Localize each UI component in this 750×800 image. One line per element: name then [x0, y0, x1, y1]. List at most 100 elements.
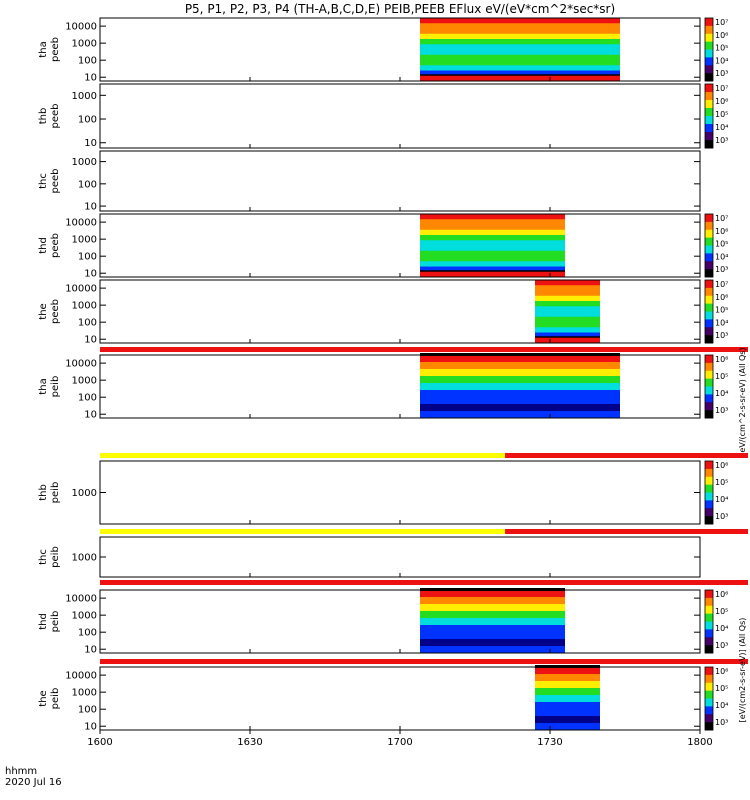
colorbar-frame	[704, 666, 714, 731]
colorbar-tick-label: 10⁷	[715, 280, 728, 289]
spectrogram-band	[420, 625, 565, 633]
y-axis-label: peeb	[50, 37, 61, 62]
y-tick-label: 1000	[72, 553, 97, 564]
colorbar-frame	[704, 354, 714, 419]
colorbar-segment	[705, 140, 713, 149]
spectrogram-band	[535, 709, 600, 717]
colorbar-tick-label: 10⁶	[715, 97, 728, 106]
colorbar-label-electron: eV/(cm^2-s-sr-eV) (All Qs)	[738, 347, 747, 452]
spectrogram-band	[420, 245, 565, 252]
spectrogram-band	[535, 337, 600, 343]
spectrogram-band	[420, 271, 565, 277]
y-tick-label: 100	[78, 393, 97, 404]
colorbar-tick-label: 10⁴	[715, 624, 728, 633]
y-tick-label: 10	[84, 645, 97, 656]
colorbar-segment	[705, 516, 713, 525]
colorbar-segment	[705, 41, 713, 50]
colorbar-segment	[705, 722, 713, 731]
spectrogram-band	[420, 250, 565, 257]
panel-thc_peeb: 10 100 1000 thc peeb	[38, 150, 701, 213]
spectrogram-band	[420, 224, 565, 231]
colorbar-segment	[705, 378, 713, 387]
y-tick-label: 10000	[65, 359, 97, 370]
y-tick-label: 10000	[65, 218, 97, 229]
spectrogram-band	[420, 261, 565, 267]
spectrogram-band	[535, 332, 600, 339]
colorbar-segment	[705, 386, 713, 395]
spectrogram-band	[420, 362, 620, 370]
colorbar-frame	[704, 460, 714, 525]
spectrogram-band	[420, 229, 565, 236]
spectrogram-band	[420, 75, 620, 81]
colorbar-segment	[705, 295, 713, 305]
colorbar-frame	[704, 279, 714, 344]
colorbar-segment	[705, 253, 713, 262]
spectrogram-band	[535, 290, 600, 297]
y-tick-label: 10	[84, 269, 97, 280]
spectrogram-band	[420, 646, 565, 654]
y-tick-label: 1000	[72, 301, 97, 312]
y-axis-label: thc	[38, 549, 49, 565]
colorbar-frame	[704, 589, 714, 654]
y-tick-label: 10	[84, 335, 97, 346]
colorbar-tick-label: 10⁵	[715, 372, 728, 381]
colorbar-segment	[705, 690, 713, 699]
y-tick-label: 10	[84, 202, 97, 213]
colorbar-tick-label: 10⁶	[715, 461, 728, 470]
colorbar-segment	[705, 637, 713, 646]
colorbar-tick-label: 10³	[715, 641, 728, 650]
y-axis-label: thd	[38, 613, 49, 630]
colorbar-segment	[705, 484, 713, 493]
colorbar-segment	[705, 476, 713, 486]
colorbar-segment	[705, 229, 713, 239]
panel-frame	[99, 589, 701, 654]
colorbar-tick-label: 10⁵	[715, 240, 728, 249]
colorbar-tick-label: 10⁶	[715, 227, 728, 236]
panel-thd_peeb: 10 100 1000 10000 thd peeb 10³ 10⁴ 10⁵ 10⁶ 10⁷	[38, 213, 728, 280]
y-tick-label: 1000	[72, 91, 97, 102]
spectrogram-band	[420, 240, 565, 246]
colorbar-tick-label: 10⁴	[715, 252, 728, 261]
colorbar-tick-label: 10⁵	[715, 607, 728, 616]
colorbar-segment	[705, 327, 713, 336]
spectrogram-band	[420, 376, 620, 384]
y-tick-label: 10000	[65, 22, 97, 33]
colorbar-tick-label: 10³	[715, 406, 728, 415]
colorbar-tick-label: 10⁴	[715, 701, 728, 710]
colorbar-tick-label: 10⁴	[715, 495, 728, 504]
panel-frame	[99, 536, 701, 578]
colorbar-segment	[705, 394, 713, 403]
spectrogram-band	[420, 33, 620, 40]
colorbar-tick-label: 10³	[715, 331, 728, 340]
colorbar-tick-label: 10³	[715, 512, 728, 521]
spectrogram-band	[420, 632, 565, 640]
panel-frame	[99, 83, 701, 149]
colorbar-tick-label: 10⁵	[715, 110, 728, 119]
spectrogram-band	[420, 70, 620, 77]
time-tick-label: 1800	[687, 737, 712, 748]
colorbar-segment	[705, 461, 713, 470]
colorbar-tick-label: 10⁶	[715, 590, 728, 599]
y-tick-label: 10000	[65, 671, 97, 682]
time-axis: hhmm 2020 Jul 16 1600 1630 1700 1730 1800	[5, 730, 713, 788]
y-tick-label: 100	[78, 318, 97, 329]
y-axis-label: thc	[38, 173, 49, 189]
colorbar-segment	[705, 214, 713, 223]
colorbar-segment	[705, 590, 713, 599]
spectrogram-band	[420, 49, 620, 56]
spectrogram-band	[420, 44, 620, 50]
colorbar-segment	[705, 116, 713, 125]
spectrogram-band	[420, 18, 620, 24]
spectrogram-band	[535, 306, 600, 312]
colorbar-tick-label: 10⁴	[715, 389, 728, 398]
y-axis-label: thb	[38, 108, 49, 125]
colorbar-tick-label: 10⁵	[715, 478, 728, 487]
colorbar-segment	[705, 500, 713, 509]
colorbar-tick-label: 10³	[715, 69, 728, 78]
y-axis-label: peib	[50, 546, 61, 568]
y-axis-label: peeb	[50, 299, 61, 324]
panel-frame	[99, 460, 701, 525]
y-tick-label: 1000	[72, 235, 97, 246]
y-axis-label: peeb	[50, 169, 61, 194]
time-axis-label: hhmm	[5, 766, 37, 777]
